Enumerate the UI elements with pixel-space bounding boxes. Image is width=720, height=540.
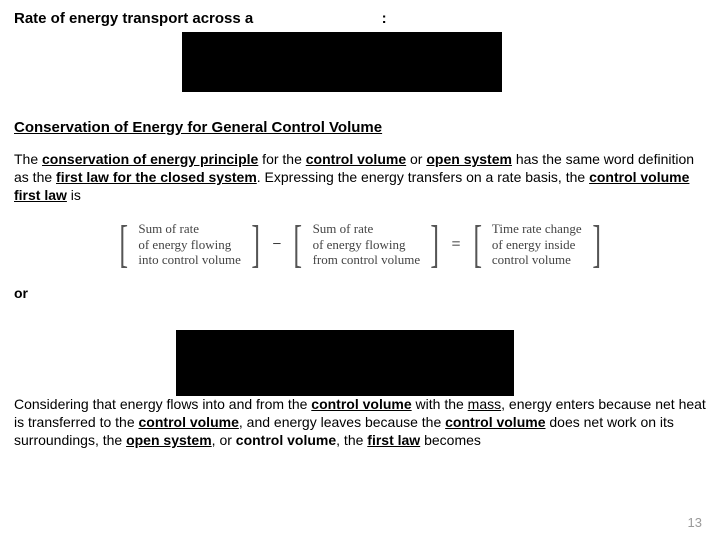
word-equation: [ Sum of rate of energy flowing into con… xyxy=(14,219,706,271)
page-number: 13 xyxy=(688,515,702,530)
bracket-left-3: [ xyxy=(473,219,482,271)
bracket-left-2: [ xyxy=(294,219,303,271)
eq-block-2-line-3: from control volume xyxy=(313,252,421,268)
minus-operator: − xyxy=(270,236,283,254)
eq-block-1: Sum of rate of energy flowing into contr… xyxy=(138,221,241,268)
eq-block-3-line-2: of energy inside xyxy=(492,237,576,253)
redacted-equation-1 xyxy=(182,32,502,92)
section-heading: Conservation of Energy for General Contr… xyxy=(14,119,706,136)
eq-block-1-line-3: into control volume xyxy=(138,252,241,268)
redacted-equation-2 xyxy=(176,330,514,396)
eq-block-3-line-1: Time rate change xyxy=(492,221,582,237)
bracket-right-1: ] xyxy=(251,219,260,271)
rate-line-prefix: Rate of energy transport across a xyxy=(14,10,257,27)
equals-operator: = xyxy=(450,236,463,254)
eq-block-1-line-1: Sum of rate xyxy=(138,221,199,237)
closing-paragraph: Considering that energy flows into and f… xyxy=(14,395,706,450)
rate-line: Rate of energy transport across a : xyxy=(14,10,706,27)
bracket-right-3: ] xyxy=(592,219,601,271)
eq-block-1-line-2: of energy flowing xyxy=(138,237,231,253)
slide-page: Rate of energy transport across a : Cons… xyxy=(0,0,720,540)
eq-block-3: Time rate change of energy inside contro… xyxy=(492,221,582,268)
word-equation-row: [ Sum of rate of energy flowing into con… xyxy=(115,219,605,271)
or-label: or xyxy=(14,285,706,301)
bracket-right-2: ] xyxy=(431,219,440,271)
rate-line-suffix: : xyxy=(382,10,387,27)
bracket-left-1: [ xyxy=(119,219,128,271)
intro-paragraph: The conservation of energy principle for… xyxy=(14,150,706,205)
eq-block-2-line-1: Sum of rate xyxy=(313,221,374,237)
eq-block-2-line-2: of energy flowing xyxy=(313,237,406,253)
eq-block-2: Sum of rate of energy flowing from contr… xyxy=(313,221,421,268)
eq-block-3-line-3: control volume xyxy=(492,252,571,268)
